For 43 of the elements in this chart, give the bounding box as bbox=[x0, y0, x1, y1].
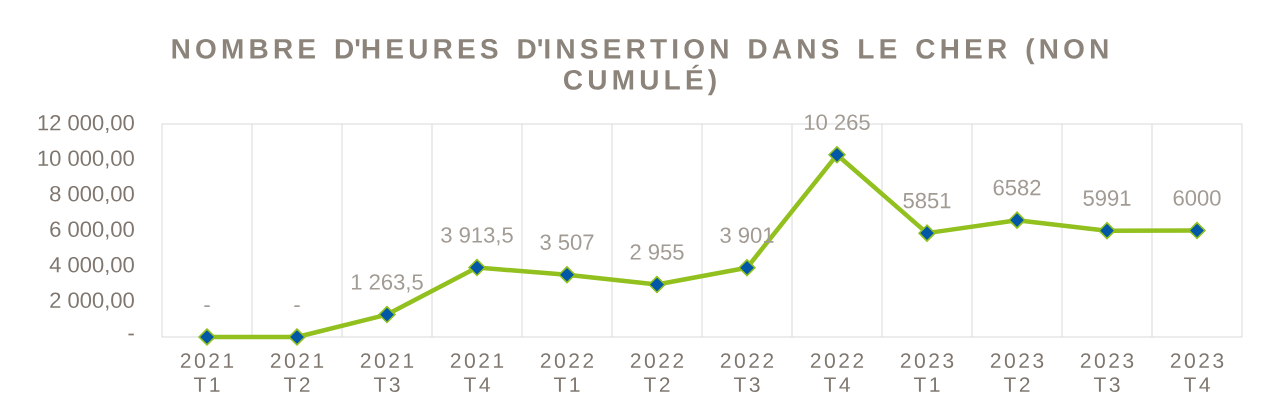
y-tick-label: 8 000,00 bbox=[50, 185, 134, 205]
data-label: 3 507 bbox=[540, 234, 594, 250]
data-label: 5851 bbox=[903, 192, 951, 209]
y-tick-label: - bbox=[128, 333, 134, 336]
y-tick-label: 12 000,00 bbox=[38, 114, 134, 134]
point bbox=[468, 258, 486, 277]
chart-title: NOMBRE D'HEURES D'INSERTION DANS LE CHER (NON CUMULÉ) bbox=[172, 38, 1108, 96]
x-tick-label: 2022 T2 bbox=[630, 353, 684, 392]
x-tick-label: 2021 T3 bbox=[360, 353, 414, 393]
data-label: 1 263,5 bbox=[351, 274, 423, 293]
x-tick-label: 2022 T3 bbox=[720, 353, 774, 393]
point bbox=[378, 305, 396, 324]
point bbox=[558, 266, 576, 284]
data-label: 3 913,5 bbox=[441, 227, 513, 246]
point bbox=[918, 224, 936, 242]
data-label: - bbox=[204, 305, 210, 308]
y-tick-label: 6 000,00 bbox=[50, 221, 134, 240]
y-tick-label: 2 000,00 bbox=[50, 292, 134, 311]
x-tick-label: 2021 T4 bbox=[450, 353, 504, 392]
point bbox=[288, 328, 306, 346]
point bbox=[828, 146, 846, 164]
x-tick-label: 2023 T3 bbox=[1080, 353, 1134, 393]
data-label: 6582 bbox=[993, 179, 1041, 196]
data-label: 5991 bbox=[1083, 190, 1131, 206]
x-tick-label: 2021 T1 bbox=[180, 353, 234, 392]
y-tick-label: 4 000,00 bbox=[49, 256, 134, 276]
x-tick-label: 2023 T4 bbox=[1170, 353, 1224, 392]
point bbox=[1008, 211, 1026, 229]
data-label: 10 265 bbox=[805, 114, 870, 131]
point bbox=[648, 275, 666, 294]
point bbox=[1188, 221, 1206, 240]
data-label: - bbox=[294, 305, 300, 308]
x-tick-label: 2023 T2 bbox=[990, 353, 1044, 392]
point bbox=[738, 259, 756, 277]
point bbox=[1098, 221, 1116, 240]
x-tick-label: 2022 T4 bbox=[810, 353, 864, 392]
data-label: 2 955 bbox=[630, 244, 684, 260]
x-tick-label: 2023 T1 bbox=[900, 353, 954, 392]
data-label: 6000 bbox=[1173, 190, 1221, 206]
x-tick-label: 2021 T2 bbox=[270, 353, 324, 392]
x-tick-label: 2022 T1 bbox=[540, 353, 594, 392]
y-tick-label: 10 000,00 bbox=[38, 150, 134, 169]
point bbox=[198, 328, 216, 346]
